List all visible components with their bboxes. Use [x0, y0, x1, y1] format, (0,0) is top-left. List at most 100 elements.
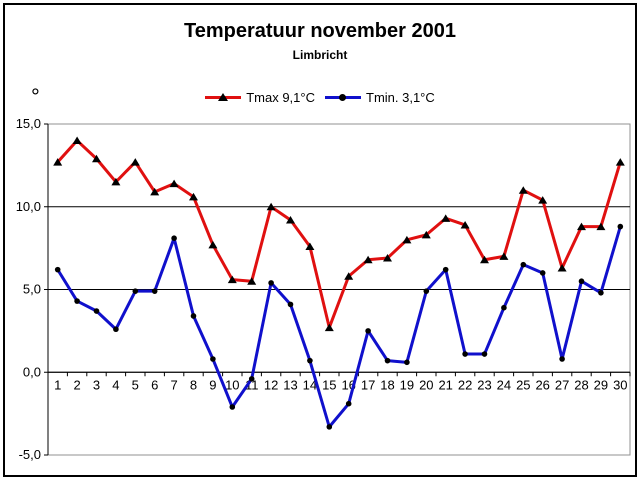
- marker-triangle: [266, 202, 276, 211]
- marker-circle: [132, 288, 139, 294]
- marker-circle: [423, 288, 430, 294]
- x-tick-label: 28: [574, 377, 588, 392]
- marker-circle: [384, 357, 391, 364]
- x-tick-label: 2: [73, 377, 80, 392]
- x-tick-label: 19: [400, 377, 414, 392]
- marker-triangle: [247, 277, 257, 285]
- marker-triangle: [227, 275, 237, 284]
- marker-circle: [307, 357, 313, 364]
- marker-triangle: [518, 186, 528, 194]
- series-line-circle: [56, 226, 622, 429]
- marker-circle: [501, 304, 507, 311]
- marker-circle: [268, 280, 274, 286]
- marker-triangle: [577, 222, 586, 231]
- marker-triangle: [363, 255, 373, 264]
- x-tick-label: 30: [613, 377, 627, 392]
- marker-circle: [229, 404, 236, 410]
- marker-triangle: [286, 215, 295, 224]
- x-tick-label: 1: [54, 377, 61, 392]
- x-tick-label: 20: [419, 377, 433, 392]
- marker-circle: [248, 376, 255, 382]
- marker-triangle: [499, 252, 509, 260]
- marker-circle: [74, 298, 80, 304]
- marker-circle: [617, 223, 624, 230]
- marker-triangle: [383, 254, 392, 262]
- x-tick-label: 4: [112, 377, 119, 392]
- marker-circle: [326, 424, 333, 430]
- x-tick-label: 24: [497, 377, 511, 392]
- x-tick-label: 7: [170, 377, 177, 392]
- x-tick-label: 29: [594, 377, 608, 392]
- x-tick-label: 12: [264, 377, 278, 392]
- x-tick-label: 15: [322, 377, 336, 392]
- marker-triangle: [460, 220, 470, 229]
- x-tick-label: 17: [361, 377, 375, 392]
- legend-entry-tmax: Tmax 9,1°C: [205, 90, 315, 105]
- x-tick-label: 3: [93, 377, 100, 392]
- marker-triangle: [305, 242, 315, 250]
- marker-circle: [598, 290, 604, 296]
- marker-circle: [539, 270, 546, 276]
- legend: Tmax 9,1°C Tmin. 3,1°C: [0, 90, 640, 105]
- marker-circle: [113, 326, 119, 333]
- marker-triangle: [557, 263, 567, 272]
- marker-circle: [287, 301, 294, 308]
- legend-label-tmax: Tmax 9,1°C: [246, 90, 315, 105]
- marker-triangle: [480, 255, 489, 264]
- y-tick-label: -5,0: [19, 447, 41, 462]
- y-tick-label: 5,0: [23, 282, 41, 297]
- x-tick-label: 18: [380, 377, 394, 392]
- marker-circle: [345, 400, 352, 407]
- marker-triangle: [130, 158, 140, 166]
- x-tick-label: 13: [283, 377, 297, 392]
- y-tick-label: 10,0: [16, 199, 41, 214]
- marker-circle: [462, 351, 468, 357]
- x-tick-label: 22: [458, 377, 472, 392]
- x-tick-label: 9: [209, 377, 216, 392]
- x-tick-label: 23: [477, 377, 491, 392]
- marker-circle: [481, 351, 488, 357]
- marker-circle: [151, 288, 158, 294]
- marker-circle: [442, 266, 449, 273]
- marker-triangle: [344, 272, 354, 280]
- marker-circle: [559, 356, 565, 362]
- marker-triangle: [111, 177, 121, 186]
- chart-title: Temperatuur november 2001: [184, 20, 456, 42]
- x-tick-label: 25: [516, 377, 530, 392]
- marker-triangle: [402, 235, 412, 244]
- series-line-triangle: [56, 139, 622, 330]
- x-tick-label: 14: [303, 377, 317, 392]
- marker-triangle: [615, 158, 625, 166]
- marker-triangle: [72, 136, 82, 145]
- x-tick-label: 8: [190, 377, 197, 392]
- x-tick-label: 11: [245, 377, 259, 392]
- x-tick-label: 10: [225, 377, 239, 392]
- marker-triangle: [324, 323, 334, 332]
- marker-circle: [171, 235, 177, 241]
- marker-triangle: [169, 179, 179, 188]
- marker-circle: [93, 308, 100, 314]
- legend-entry-tmin: Tmin. 3,1°C: [325, 90, 435, 105]
- x-tick-label: 27: [555, 377, 569, 392]
- degree-symbol: °: [31, 84, 40, 109]
- x-tick-label: 21: [438, 377, 452, 392]
- y-tick-label: 0,0: [23, 364, 41, 379]
- x-tick-label: 26: [535, 377, 549, 392]
- marker-triangle: [208, 240, 218, 249]
- marker-circle: [365, 328, 371, 334]
- tmax-line-triangle-icon: [205, 93, 242, 102]
- marker-circle: [54, 266, 61, 273]
- marker-triangle: [538, 196, 548, 204]
- x-tick-label: 6: [151, 377, 158, 392]
- marker-triangle: [189, 192, 198, 201]
- marker-triangle: [53, 158, 63, 166]
- marker-triangle: [421, 230, 431, 239]
- marker-circle: [210, 356, 216, 362]
- marker-circle: [190, 313, 197, 319]
- marker-triangle: [92, 154, 101, 163]
- marker-triangle: [596, 222, 606, 231]
- marker-circle: [404, 359, 410, 366]
- tmin-line-dot-icon: [325, 93, 361, 102]
